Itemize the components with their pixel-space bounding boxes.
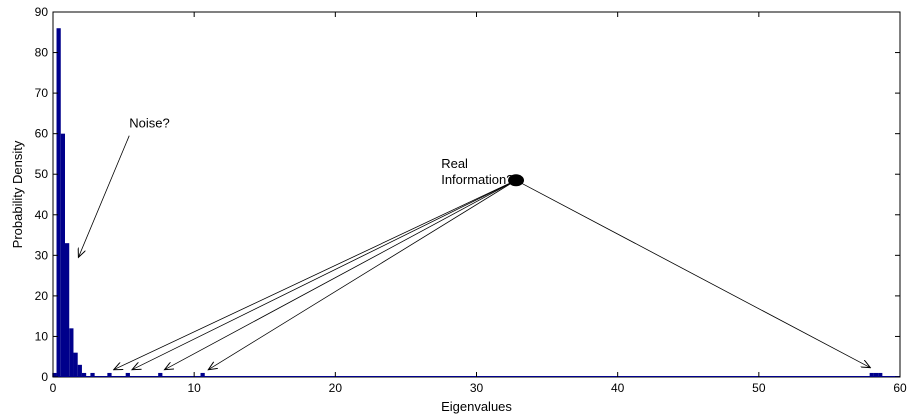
y-tick-label: 30 (35, 248, 49, 262)
histogram-bar (107, 372, 112, 377)
histogram-bar (81, 372, 87, 377)
histogram-bar (200, 372, 205, 377)
y-tick-label: 0 (41, 370, 48, 384)
x-tick-label: 0 (50, 381, 57, 395)
y-tick-label: 40 (35, 208, 49, 222)
histogram-bar (869, 372, 874, 377)
annotation-text: Noise? (129, 116, 169, 131)
axis-ticks: 0 10 20 30 40 50 60 0 10 20 30 40 50 60 70 80 90 (35, 5, 907, 395)
annotation-line: Real (441, 156, 468, 171)
histogram-bar (77, 364, 82, 377)
histogram-bar (125, 372, 130, 377)
annotation-arrow (114, 179, 517, 369)
histogram-bar (52, 372, 57, 377)
annotation-line: Information? (441, 172, 513, 187)
plot-area (52, 11, 901, 378)
histogram-bar (60, 133, 65, 377)
y-axis-label: Probability Density (10, 140, 25, 248)
annotation-arrow (165, 179, 517, 369)
x-tick-label: 20 (329, 381, 343, 395)
histogram-bar (64, 243, 70, 377)
y-tick-label: 70 (35, 86, 49, 100)
annotation-arrow (515, 179, 870, 367)
histogram-bar (69, 328, 74, 377)
x-tick-label: 10 (187, 381, 201, 395)
annotation-arrow (132, 179, 517, 369)
y-tick-label: 90 (35, 5, 49, 19)
histogram-bar (56, 28, 61, 377)
annotation-arrow (208, 179, 517, 369)
x-tick-label: 50 (752, 381, 766, 395)
annotation-line: Noise? (129, 116, 169, 131)
y-tick-label: 50 (35, 167, 49, 181)
x-tick-label: 60 (893, 381, 907, 395)
x-tick-label: 40 (611, 381, 625, 395)
histogram-bar (158, 372, 163, 377)
plot-border (52, 11, 901, 378)
histogram-bar (73, 352, 78, 377)
annotation-text: Real Information? (441, 156, 513, 187)
histogram-bar (878, 372, 883, 377)
annotations: Noise? Real Information? (78, 116, 870, 370)
annotation-arrow (78, 135, 130, 258)
arrow-origin-knot (508, 174, 525, 187)
x-axis-label: Eigenvalues (441, 399, 512, 414)
x-tick-label: 30 (470, 381, 484, 395)
y-tick-label: 60 (35, 127, 49, 141)
y-tick-label: 80 (35, 46, 49, 60)
histogram-bar (90, 372, 95, 377)
y-tick-label: 10 (35, 329, 49, 343)
histogram-bar (873, 372, 879, 377)
y-tick-label: 20 (35, 289, 49, 303)
